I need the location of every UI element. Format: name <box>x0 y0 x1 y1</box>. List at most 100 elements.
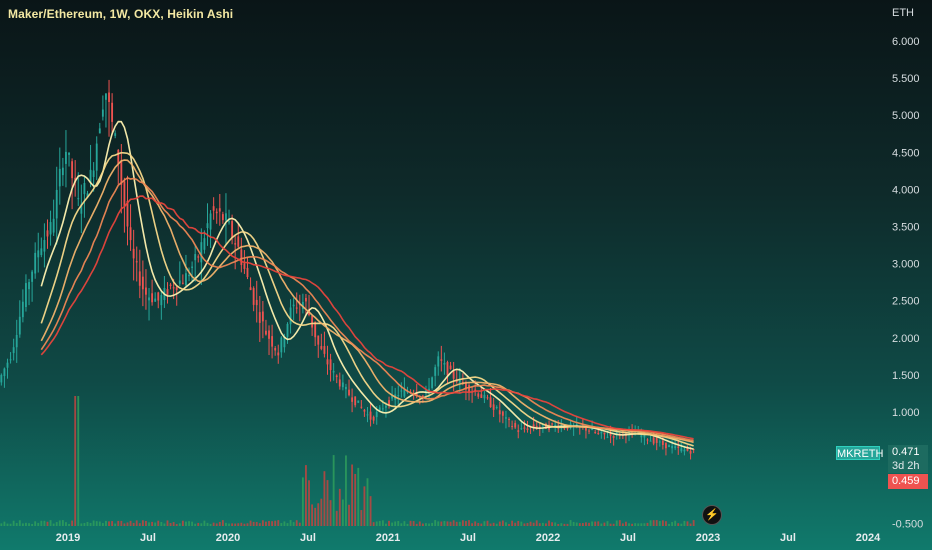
volume-bar <box>138 523 141 526</box>
volume-bar <box>643 523 646 526</box>
volume-bar <box>480 523 483 526</box>
lightning-bolt-icon[interactable]: ⚡ <box>702 505 722 525</box>
volume-bar <box>498 521 501 526</box>
volume-bar <box>351 464 354 526</box>
candle-body <box>446 362 449 376</box>
volume-bar <box>215 523 218 526</box>
y-tick-label: 2.500 <box>892 296 920 308</box>
candle-body <box>52 218 55 233</box>
candle-body <box>369 411 372 420</box>
volume-bar <box>511 520 514 526</box>
volume-bar <box>89 522 92 526</box>
volume-bar <box>166 520 169 526</box>
candle-body <box>686 448 689 451</box>
candle-body <box>31 271 34 282</box>
candle-body <box>455 380 458 382</box>
chart-title: Maker/Ethereum, 1W, OKX, Heikin Ashi <box>8 7 234 21</box>
volume-bar <box>120 520 123 526</box>
symbol-tag[interactable]: MKRETH <box>836 446 884 460</box>
volume-bar <box>157 520 160 526</box>
candle-body <box>628 431 630 434</box>
x-tick-label: Jul <box>620 532 636 544</box>
volume-bar <box>295 520 298 526</box>
candle-body <box>452 370 455 379</box>
volume-bar <box>74 396 77 526</box>
volume-bar <box>31 523 34 526</box>
volume-bar <box>575 522 578 526</box>
candle-body <box>40 248 43 256</box>
candle-body <box>151 293 154 303</box>
y-tick-label: 5.000 <box>892 110 920 122</box>
volume-bar <box>274 520 277 526</box>
candle-body <box>15 334 18 348</box>
price-axis-currency: ETH <box>892 7 914 19</box>
candle-body <box>505 417 507 419</box>
candle-body <box>655 438 658 443</box>
x-tick-label: Jul <box>460 532 476 544</box>
volume-bar <box>40 520 43 526</box>
volume-bar <box>15 523 18 526</box>
volume-bar <box>181 520 184 526</box>
candle-body <box>588 430 590 432</box>
volume-bar <box>665 521 667 526</box>
volume-bar <box>381 520 384 526</box>
volume-bar <box>686 521 689 526</box>
volume-bar <box>400 523 403 526</box>
bar-countdown-tag: 3d 2h <box>888 460 928 473</box>
volume-bar <box>18 520 21 526</box>
volume-bar <box>163 523 166 526</box>
ribbon-line <box>40 177 694 442</box>
candle-body <box>237 236 240 247</box>
candle-body <box>523 427 526 429</box>
candle-body <box>381 408 384 410</box>
volume-bar <box>431 522 434 526</box>
candle-body <box>357 400 360 403</box>
candle-body <box>209 213 212 230</box>
volume-bar <box>21 523 24 526</box>
candle-body <box>609 433 612 436</box>
candle-body <box>458 378 461 383</box>
candle-body <box>305 297 307 302</box>
volume-bar <box>671 522 674 526</box>
volume-bar <box>375 521 378 526</box>
candle-body <box>37 250 40 258</box>
candle-body <box>415 392 418 397</box>
volume-bar <box>191 521 194 526</box>
candle-body <box>585 427 587 431</box>
candle-body <box>594 432 597 434</box>
candle-body <box>101 109 104 117</box>
candle-body <box>225 213 227 221</box>
volume-bar <box>541 522 544 526</box>
volume-bar <box>92 520 95 526</box>
candle-body <box>498 410 501 415</box>
volume-bar <box>111 521 114 526</box>
volume-bar <box>243 523 246 526</box>
volume-bar <box>237 523 240 526</box>
y-tick-label: 1.500 <box>892 370 920 382</box>
volume-bar <box>105 520 107 526</box>
candle-body <box>492 404 495 410</box>
volume-bar <box>440 521 443 526</box>
candle-body <box>372 416 375 421</box>
volume-bar <box>305 465 307 526</box>
volume-bar <box>135 520 138 526</box>
candle-body <box>465 382 467 390</box>
volume-bar <box>228 523 230 526</box>
volume-bar <box>474 521 477 526</box>
volume-bar <box>634 523 637 526</box>
volume-bar <box>548 520 550 526</box>
volume-bar <box>43 520 46 526</box>
volume-bar <box>409 520 412 526</box>
volume-bar <box>37 522 40 526</box>
y-tick-label: 6.000 <box>892 36 920 48</box>
candle-body <box>34 252 37 274</box>
volume-bar <box>535 520 538 526</box>
candle-body <box>668 445 670 448</box>
candle-body <box>286 323 289 337</box>
candle-body <box>258 312 261 323</box>
volume-bar <box>566 523 569 526</box>
candle-body <box>160 295 163 306</box>
candle-body <box>692 449 695 451</box>
